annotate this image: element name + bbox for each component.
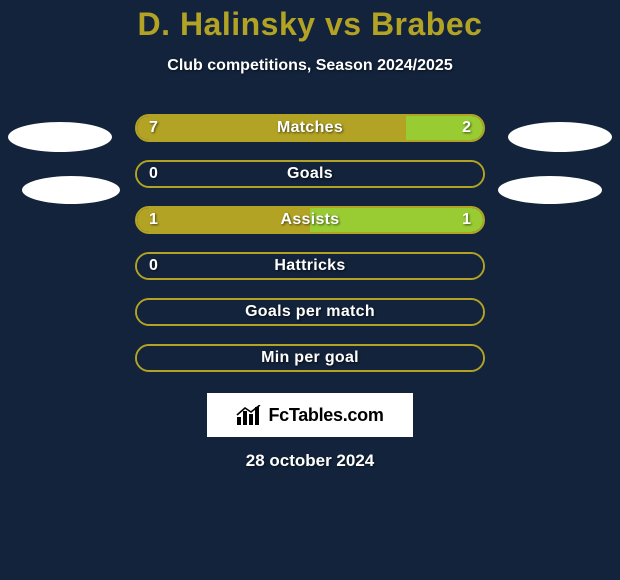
stat-row: Hattricks0 <box>0 243 620 289</box>
stat-bar: Hattricks0 <box>135 252 485 280</box>
stat-row: Matches72 <box>0 105 620 151</box>
fctables-logo: FcTables.com <box>207 393 413 437</box>
stat-value-left: 0 <box>137 162 170 186</box>
stat-bar-left <box>137 254 483 278</box>
stat-bar-left <box>137 346 483 370</box>
stats-list: Matches72Goals0Assists11Hattricks0Goals … <box>0 105 620 381</box>
chart-bars-icon <box>236 405 262 425</box>
stat-bar-left <box>137 116 406 140</box>
stat-row: Assists11 <box>0 197 620 243</box>
stat-bar: Goals per match <box>135 298 485 326</box>
stat-row: Goals0 <box>0 151 620 197</box>
subtitle: Club competitions, Season 2024/2025 <box>0 57 620 75</box>
stat-value-left: 7 <box>137 116 170 140</box>
stat-bar: Matches72 <box>135 114 485 142</box>
stat-bar: Goals0 <box>135 160 485 188</box>
stat-bar-left <box>137 162 483 186</box>
page-title: D. Halinsky vs Brabec <box>0 6 620 43</box>
stat-value-left: 1 <box>137 208 170 232</box>
stat-row: Min per goal <box>0 335 620 381</box>
stat-bar: Min per goal <box>135 344 485 372</box>
stat-value-right: 2 <box>450 116 483 140</box>
stat-value-right: 1 <box>450 208 483 232</box>
stat-row: Goals per match <box>0 289 620 335</box>
comparison-infographic: D. Halinsky vs Brabec Club competitions,… <box>0 0 620 580</box>
stat-bar-left <box>137 300 483 324</box>
stat-bar: Assists11 <box>135 206 485 234</box>
date-text: 28 october 2024 <box>0 451 620 471</box>
stat-value-left: 0 <box>137 254 170 278</box>
logo-text: FcTables.com <box>268 405 383 426</box>
